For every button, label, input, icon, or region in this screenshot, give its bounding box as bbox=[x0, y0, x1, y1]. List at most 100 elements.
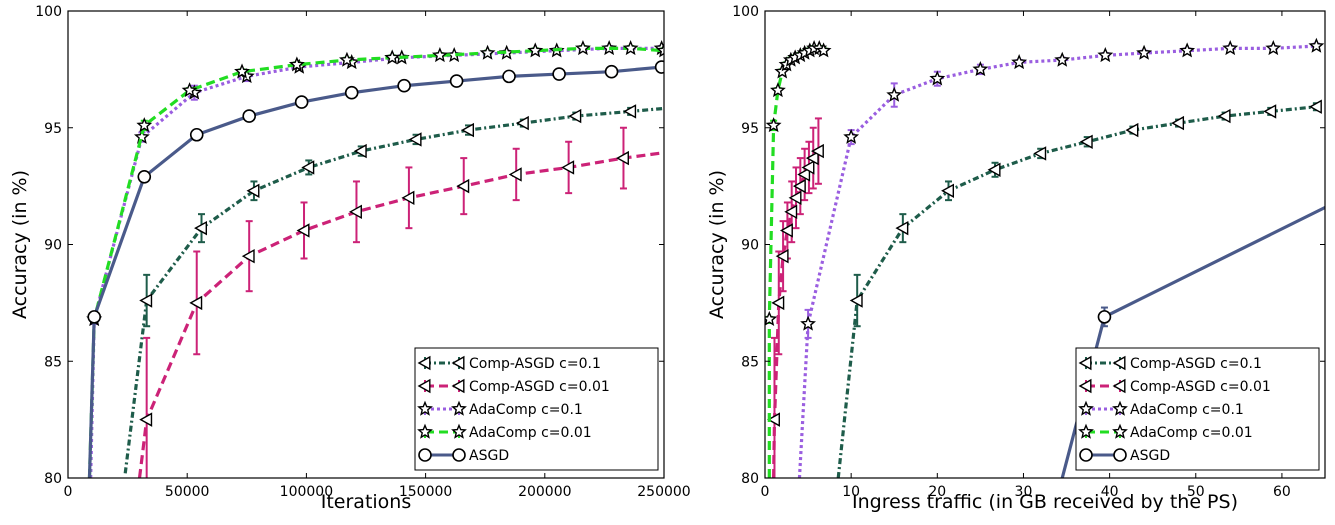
series-line-1 bbox=[836, 105, 1317, 478]
data-point bbox=[622, 40, 639, 56]
data-point bbox=[1179, 42, 1196, 58]
data-point bbox=[194, 220, 208, 236]
data-point bbox=[181, 82, 198, 98]
legend-entry: Comp-ASGD c=0.1 bbox=[1078, 355, 1262, 372]
data-point bbox=[1308, 37, 1325, 53]
legend-marker bbox=[1078, 355, 1092, 371]
data-point bbox=[677, 61, 689, 73]
series-line-4 bbox=[767, 46, 825, 478]
data-point bbox=[301, 160, 315, 175]
legend-label: ASGD bbox=[1130, 448, 1170, 464]
legend-label: AdaComp c=0.1 bbox=[469, 402, 583, 418]
data-point bbox=[1125, 122, 1139, 138]
x-tick-label: 30 bbox=[1015, 484, 1033, 500]
data-point bbox=[1079, 134, 1093, 149]
data-point bbox=[431, 47, 448, 63]
legend-marker bbox=[1079, 448, 1093, 462]
x-tick-label: 60 bbox=[1273, 484, 1291, 500]
data-point bbox=[765, 117, 782, 133]
series-line-5 bbox=[87, 65, 664, 478]
x-tick-label: 50000 bbox=[165, 484, 210, 500]
y-tick-label: 95 bbox=[741, 121, 759, 137]
data-point bbox=[139, 412, 153, 427]
data-point bbox=[344, 85, 359, 100]
data-point bbox=[788, 190, 802, 205]
data-point bbox=[461, 122, 475, 138]
data-point bbox=[941, 183, 955, 198]
x-tick-label: 100000 bbox=[280, 484, 333, 500]
legend-marker bbox=[1112, 423, 1128, 439]
data-point bbox=[1217, 108, 1231, 124]
data-point bbox=[677, 101, 688, 113]
data-point bbox=[288, 56, 305, 72]
data-point bbox=[810, 143, 824, 159]
data-point bbox=[779, 223, 793, 238]
data-point bbox=[1054, 51, 1071, 67]
data-point bbox=[139, 293, 153, 308]
legend-marker bbox=[451, 423, 467, 439]
legend-entry: AdaComp c=0.01 bbox=[1078, 423, 1253, 441]
legend-marker bbox=[1112, 400, 1128, 416]
legend-marker bbox=[1112, 378, 1126, 394]
series-line-2 bbox=[137, 151, 664, 478]
data-point bbox=[886, 86, 903, 102]
legend-marker bbox=[451, 400, 467, 416]
x-tick-label: 40 bbox=[1101, 484, 1119, 500]
plot-area bbox=[86, 40, 689, 478]
data-point bbox=[1265, 40, 1282, 56]
data-point bbox=[552, 67, 566, 81]
legend-label: ASGD bbox=[469, 448, 509, 464]
data-point bbox=[801, 160, 815, 175]
data-point bbox=[767, 412, 780, 427]
legend-entry: AdaComp c=0.1 bbox=[417, 400, 583, 418]
y-tick-label: 90 bbox=[44, 238, 62, 254]
data-point bbox=[189, 127, 204, 142]
data-point bbox=[784, 204, 798, 219]
data-point bbox=[800, 315, 816, 331]
y-tick-label: 80 bbox=[741, 471, 759, 487]
y-tick-label: 100 bbox=[35, 4, 62, 20]
legend-entry: AdaComp c=0.01 bbox=[417, 423, 592, 441]
data-point bbox=[508, 167, 522, 182]
data-point bbox=[843, 128, 860, 144]
y-tick-label: 85 bbox=[44, 354, 62, 370]
x-tick-label: 150000 bbox=[399, 484, 452, 500]
data-point bbox=[294, 95, 309, 109]
data-point bbox=[1097, 47, 1114, 63]
legend-marker bbox=[1078, 400, 1094, 416]
legend-marker bbox=[417, 423, 433, 439]
y-axis-label: Accuracy (in %) bbox=[9, 170, 31, 319]
legend-entry: Comp-ASGD c=0.01 bbox=[417, 378, 610, 395]
y-tick-label: 80 bbox=[44, 471, 62, 487]
data-point bbox=[353, 143, 367, 159]
data-point bbox=[815, 42, 832, 58]
y-tick-label: 85 bbox=[741, 354, 759, 370]
data-point bbox=[137, 169, 152, 184]
data-point bbox=[515, 115, 529, 131]
legend-entry: ASGD bbox=[1079, 448, 1170, 464]
x-axis-label: Iterations bbox=[321, 491, 412, 513]
chart-panel-2: 0 10 20 30 40 50 60 80 85 90 95 100 Ingress traffic … bbox=[706, 4, 1326, 513]
legend-label: Comp-ASGD c=0.01 bbox=[1130, 379, 1271, 395]
data-point bbox=[1033, 146, 1047, 161]
data-point bbox=[604, 64, 619, 79]
legend-label: AdaComp c=0.01 bbox=[469, 425, 592, 441]
data-point bbox=[805, 150, 819, 166]
series-line-3 bbox=[797, 44, 1317, 478]
legend-label: Comp-ASGD c=0.1 bbox=[1130, 356, 1262, 372]
data-point bbox=[401, 190, 415, 205]
legend-entry: Comp-ASGD c=0.1 bbox=[417, 355, 601, 372]
data-point bbox=[234, 63, 250, 79]
data-point bbox=[1263, 104, 1277, 119]
data-point bbox=[568, 108, 582, 124]
legend-marker bbox=[452, 448, 466, 462]
data-point bbox=[972, 61, 989, 77]
data-point bbox=[1308, 99, 1322, 114]
x-tick-label: 200000 bbox=[518, 484, 571, 500]
x-tick-label: 0 bbox=[761, 484, 770, 500]
data-point bbox=[1097, 310, 1112, 324]
data-point bbox=[397, 78, 411, 93]
legend-marker bbox=[1078, 423, 1094, 439]
data-point bbox=[87, 310, 102, 324]
